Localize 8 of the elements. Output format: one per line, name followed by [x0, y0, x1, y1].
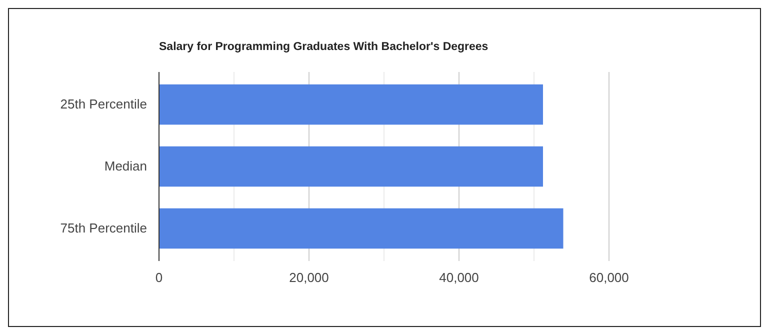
y-tick-label: 25th Percentile	[60, 96, 147, 112]
chart-title: Salary for Programming Graduates With Bachelor's Degrees	[159, 41, 488, 53]
x-tick-label: 0	[155, 270, 163, 286]
x-tick-label: 60,000	[589, 270, 629, 286]
x-tick-label: 20,000	[289, 270, 329, 286]
y-tick-label: 75th Percentile	[60, 220, 147, 236]
x-tick-label: 40,000	[439, 270, 479, 286]
y-tick-label: Median	[104, 158, 147, 174]
